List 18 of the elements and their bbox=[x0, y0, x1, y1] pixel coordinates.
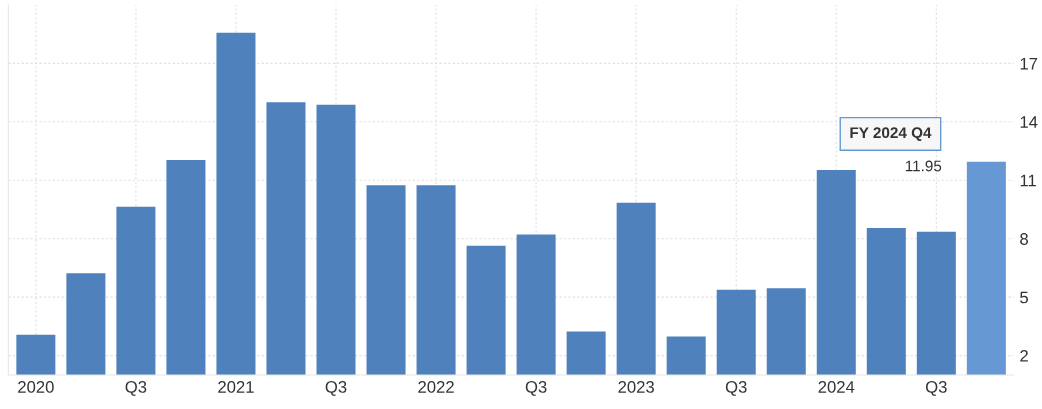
x-tick-label: 2022 bbox=[418, 381, 454, 393]
x-tick-label: Q3 bbox=[325, 381, 347, 396]
y-tick-label: 5 bbox=[1020, 291, 1028, 304]
x-tick-label: 2020 bbox=[18, 381, 54, 393]
y-tick-label: 8 bbox=[1020, 233, 1028, 245]
y-tick-label: 11 bbox=[1020, 174, 1036, 187]
annotation: 11.95 bbox=[905, 160, 942, 172]
y-tick-label: 14 bbox=[1020, 116, 1038, 128]
annotation: FY 2024 Q4 bbox=[850, 127, 932, 141]
x-tick-label: 2024 bbox=[818, 381, 855, 393]
x-tick-label: Q3 bbox=[725, 381, 747, 396]
x-tick-label: Q3 bbox=[525, 381, 547, 396]
x-tick-label: 2023 bbox=[618, 381, 654, 393]
x-tick-label: 2021 bbox=[218, 381, 254, 393]
y-tick-label: 2 bbox=[1020, 349, 1028, 362]
x-tick-label: Q3 bbox=[125, 381, 147, 396]
y-tick-label: 17 bbox=[1020, 57, 1038, 70]
x-tick-label: Q3 bbox=[926, 381, 947, 396]
